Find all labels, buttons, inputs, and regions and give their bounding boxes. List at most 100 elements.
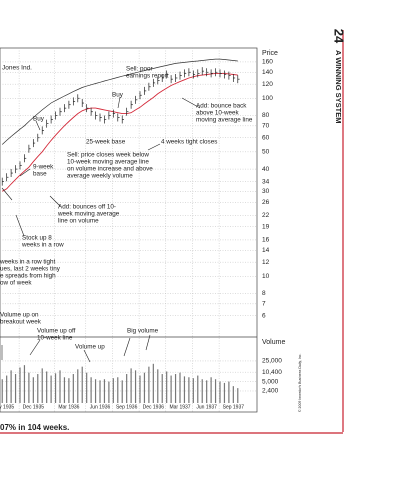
- price-bar: [228, 71, 231, 80]
- y-tick-label: 50: [262, 149, 270, 156]
- price-bar: [68, 100, 71, 109]
- price-bar: [144, 86, 147, 95]
- price-bar: [37, 133, 40, 142]
- annotation: line on volume: [58, 218, 99, 225]
- volume-bar: [37, 374, 39, 403]
- volume-bar: [112, 378, 114, 403]
- x-tick-label: Dec 1936: [143, 404, 165, 410]
- volume-bar: [94, 379, 97, 403]
- x-tick-label: Sep 1936: [116, 404, 138, 410]
- volume-bar: [54, 373, 57, 403]
- x-tick-label: y 1935: [0, 404, 14, 410]
- annotation-arrow: [181, 97, 201, 109]
- price-bar: [139, 91, 142, 100]
- x-tick-label: Mar 1936: [58, 404, 79, 410]
- y-tick-label: 160: [262, 59, 273, 66]
- volume-bar: [130, 368, 132, 403]
- volume-bar: [179, 372, 181, 403]
- running-head: A WINNING SYSTEM: [334, 50, 343, 123]
- volume-bar: [174, 374, 177, 403]
- price-bar: [201, 67, 205, 76]
- copyright: © 2009 Investor's Business Daily, Inc.: [298, 354, 302, 412]
- y-tick-label: 140: [262, 69, 273, 76]
- volume-bar: [192, 378, 194, 403]
- y-tick-label: 30: [262, 188, 270, 195]
- price-bar: [86, 104, 89, 113]
- y-tick-label: 22: [262, 212, 270, 219]
- page-number: 24: [332, 29, 347, 44]
- price-label: Price: [262, 50, 278, 57]
- price-bar: [170, 75, 173, 84]
- price-bar: [64, 104, 67, 113]
- y-tick-label: 2,400: [262, 388, 279, 395]
- volume-bar: [72, 374, 74, 403]
- annotation: Volume up: [75, 344, 105, 351]
- x-tick-label: Jun 1936: [90, 404, 111, 410]
- volume-bar: [214, 379, 217, 403]
- price-bar: [112, 109, 116, 118]
- price-bar: [237, 75, 240, 84]
- index-line: [1, 58, 238, 145]
- annotation: 10-week moving average line: [67, 159, 149, 166]
- volume-bar: [108, 381, 110, 403]
- price-bar: [188, 68, 191, 77]
- volume-bar: [1, 379, 3, 403]
- annotation: moving average line: [196, 117, 253, 124]
- price-bar: [117, 113, 120, 122]
- caption: 07% in 104 weeks.: [0, 423, 69, 432]
- y-tick-label: 19: [262, 223, 270, 230]
- volume-bar: [197, 375, 199, 403]
- volume-bar: [183, 376, 186, 403]
- annotation: Sell: price closes week below: [67, 152, 149, 159]
- moving-average-line: [1, 72, 238, 192]
- annotation: Buy: [112, 92, 124, 99]
- price-bar: [15, 165, 18, 174]
- annotation-arrow: [1, 187, 13, 201]
- annotation: Stock up 8: [22, 235, 52, 242]
- volume-bar: [219, 381, 221, 403]
- y-tick-label: 14: [262, 247, 270, 254]
- price-bar: [215, 68, 218, 77]
- volume-bar: [86, 372, 88, 403]
- annotation-arrow: [145, 334, 151, 351]
- price-bar: [50, 115, 53, 124]
- price-bar: [135, 95, 138, 104]
- annotation: Add: bounce back: [196, 103, 247, 110]
- volume-bar: [139, 375, 141, 403]
- price-bar: [81, 99, 85, 108]
- price-bar: [210, 69, 213, 78]
- price-bar: [157, 76, 160, 85]
- volume-bar: [99, 380, 101, 403]
- volume-bar: [14, 374, 17, 403]
- annotation: Sell: poor: [126, 66, 153, 73]
- volume-bar: [126, 374, 128, 403]
- annotation: 10-week line: [37, 335, 73, 342]
- annotation-arrow: [147, 143, 161, 151]
- price-bar: [24, 154, 27, 163]
- annotation: Big volume: [127, 328, 159, 335]
- annotation-arrow: [49, 195, 61, 207]
- volume-bar: [28, 372, 30, 403]
- volume-bar: [210, 377, 212, 403]
- annotation: base: [33, 171, 47, 178]
- price-bar: [77, 94, 80, 103]
- y-tick-label: 12: [262, 259, 270, 266]
- y-tick-label: 60: [262, 134, 270, 141]
- price-bar: [219, 69, 222, 78]
- volume-bar: [228, 381, 230, 403]
- volume-bar: [46, 371, 48, 403]
- price-bar: [1, 177, 5, 186]
- price-bar: [19, 161, 22, 170]
- volume-bar: [152, 363, 154, 403]
- annotation: weeks in a row: [21, 242, 64, 249]
- annotation: ues, last 2 weeks tiny: [0, 266, 61, 273]
- volume-bar: [237, 388, 239, 403]
- annotation-arrow: [117, 96, 121, 109]
- price-bar: [6, 173, 9, 182]
- price-bar: [166, 70, 169, 79]
- annotation: 9-week: [33, 164, 54, 171]
- annotation: average weekly volume: [67, 173, 133, 180]
- y-tick-label: 10,400: [262, 369, 282, 376]
- annotation-arrow: [19, 168, 31, 177]
